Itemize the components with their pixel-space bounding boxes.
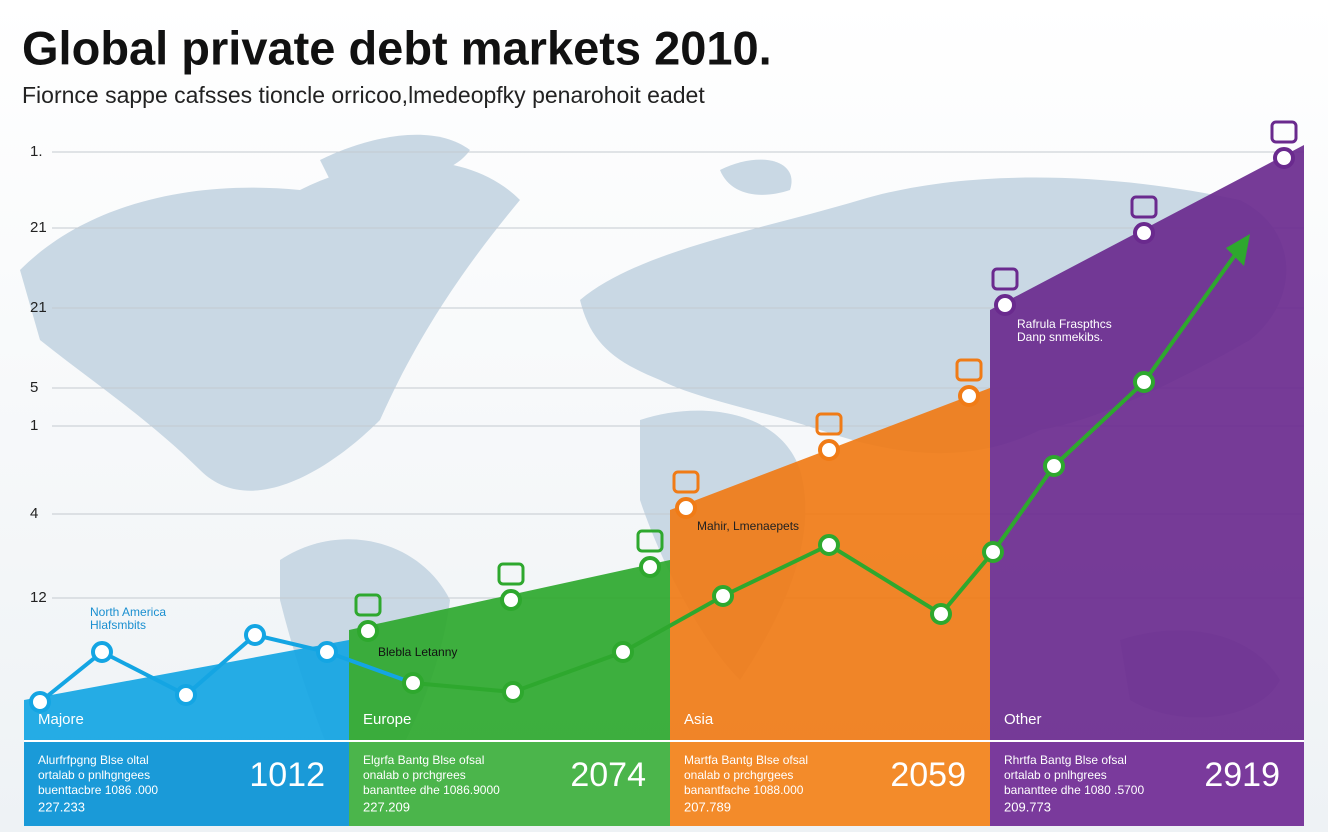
region-total: 1012 xyxy=(249,756,325,794)
region-figure: 209.773 xyxy=(1004,799,1051,814)
icon xyxy=(672,470,700,494)
region-box xyxy=(24,742,349,826)
region-name: Europe xyxy=(363,711,411,728)
trend-point xyxy=(1043,455,1065,477)
icon-marker xyxy=(357,620,379,642)
trend-point xyxy=(502,681,524,703)
region-text: onalab o prchgrees xyxy=(363,768,466,782)
region-total: 2074 xyxy=(570,756,646,794)
icon-marker xyxy=(994,294,1016,316)
icon xyxy=(1130,195,1158,219)
trend-line-green xyxy=(412,246,1242,695)
trend-point xyxy=(316,641,338,663)
icon xyxy=(497,562,525,586)
icon xyxy=(354,593,382,617)
annotation: Hlafsmbits xyxy=(90,618,146,632)
axis-label: 5 xyxy=(30,379,38,396)
axis-label: 21 xyxy=(30,219,47,236)
trend-point xyxy=(244,624,266,646)
subtitle: Fiornce sappe cafsses tioncle orricoo,lm… xyxy=(22,82,705,108)
region-figure: 227.209 xyxy=(363,799,410,814)
region-total: 2059 xyxy=(890,756,966,794)
region-area xyxy=(349,560,670,740)
region-figure: 207.789 xyxy=(684,799,731,814)
icon-marker xyxy=(1273,147,1295,169)
annotation: Blebla Letanny xyxy=(378,645,457,659)
annotation: Danp snmekibs. xyxy=(1017,330,1103,344)
region-name: Other xyxy=(1004,711,1042,728)
icon xyxy=(1270,120,1298,144)
region-text: Martfa Bantg Blse ofsal xyxy=(684,753,808,767)
trend-point xyxy=(175,684,197,706)
trend-line-blue xyxy=(38,632,414,704)
axis-label: 1. xyxy=(30,143,43,160)
region-box xyxy=(349,742,670,826)
region-box xyxy=(670,742,990,826)
annotation: North America xyxy=(90,605,166,619)
icon xyxy=(815,412,843,436)
region-box xyxy=(990,742,1304,826)
trend-point xyxy=(818,534,840,556)
region-text: bananttee dhe 1086.9000 xyxy=(363,783,500,797)
annotation: Mahir, Lmenaepets xyxy=(697,519,799,533)
region-text: Alurfrfpgng Blse oltal xyxy=(38,753,149,767)
trend-point xyxy=(1133,371,1155,393)
region-text: buenttacbre 1086 .000 xyxy=(38,783,158,797)
region-figure: 227.233 xyxy=(38,799,85,814)
trend-point xyxy=(930,603,952,625)
region-total: 2919 xyxy=(1204,756,1280,794)
trend-point xyxy=(91,641,113,663)
icon-marker xyxy=(818,439,840,461)
region-area xyxy=(670,388,990,740)
axis-label: 12 xyxy=(30,589,47,606)
trend-point xyxy=(712,585,734,607)
region-text: banantfache 1088.000 xyxy=(684,783,804,797)
region-text: ortalab o pnlhgrees xyxy=(1004,768,1107,782)
region-name: Majore xyxy=(38,711,84,728)
trend-point xyxy=(402,672,424,694)
axis-label: 21 xyxy=(30,299,47,316)
annotation: Rafrula Fraspthcs xyxy=(1017,317,1112,331)
icon-marker xyxy=(958,385,980,407)
region-text: Rhrtfa Bantg Blse ofsal xyxy=(1004,753,1127,767)
icon-marker xyxy=(500,589,522,611)
region-text: ortalab o pnlhgngees xyxy=(38,768,150,782)
trend-point xyxy=(29,691,51,713)
region-area xyxy=(990,145,1304,740)
region-text: bananttee dhe 1080 .5700 xyxy=(1004,783,1144,797)
region-text: Elgrfa Bantg Blse ofsal xyxy=(363,753,484,767)
axis-label: 1 xyxy=(30,417,38,434)
icon-marker xyxy=(639,556,661,578)
region-name: Asia xyxy=(684,711,714,728)
icon-marker xyxy=(1133,222,1155,244)
icon-marker xyxy=(675,497,697,519)
title: Global private debt markets 2010. xyxy=(22,21,772,74)
icon xyxy=(991,267,1019,291)
icon xyxy=(636,529,664,553)
icon xyxy=(955,358,983,382)
trend-arrow xyxy=(1226,234,1250,266)
trend-point xyxy=(612,641,634,663)
axis-label: 4 xyxy=(30,505,38,522)
trend-point xyxy=(982,541,1004,563)
region-text: onalab o prchgrgees xyxy=(684,768,793,782)
